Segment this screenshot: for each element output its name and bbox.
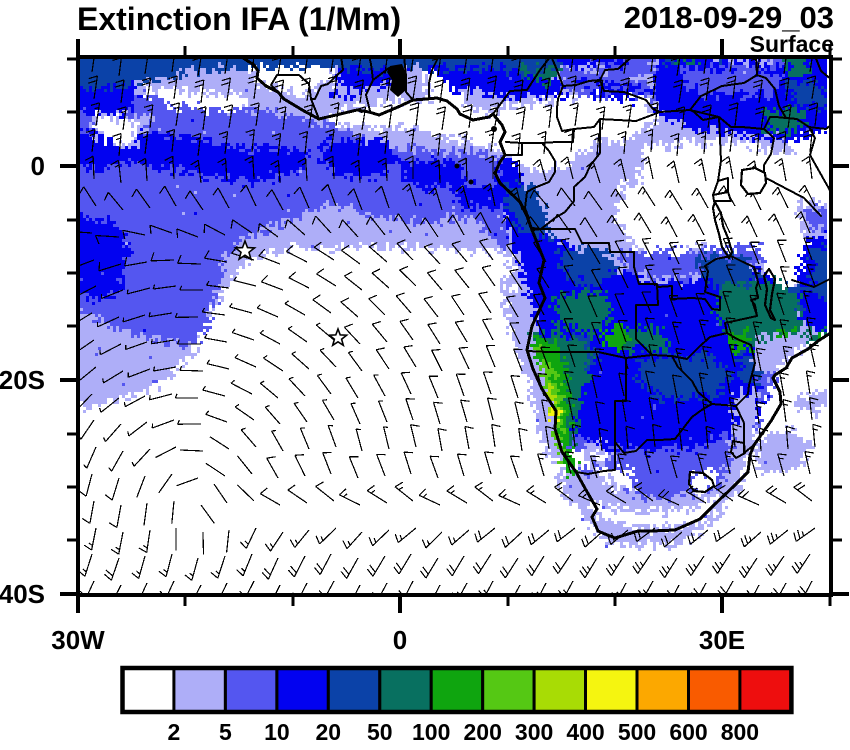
svg-text:20: 20 [316, 719, 342, 745]
svg-text:0: 0 [31, 151, 45, 181]
svg-text:100: 100 [412, 719, 450, 745]
svg-text:0: 0 [393, 625, 407, 655]
svg-text:40S: 40S [0, 579, 45, 609]
svg-text:400: 400 [566, 719, 604, 745]
svg-text:Extinction IFA (1/Mm): Extinction IFA (1/Mm) [77, 1, 401, 37]
svg-text:30E: 30E [699, 625, 745, 655]
svg-text:30W: 30W [51, 625, 105, 655]
svg-text:600: 600 [669, 719, 707, 745]
svg-text:50: 50 [367, 719, 393, 745]
svg-text:20S: 20S [0, 365, 45, 395]
svg-text:5: 5 [219, 719, 232, 745]
svg-text:Surface: Surface [750, 31, 834, 57]
svg-text:10: 10 [264, 719, 290, 745]
svg-text:2018-09-29_03: 2018-09-29_03 [624, 0, 834, 35]
svg-text:300: 300 [515, 719, 553, 745]
svg-text:200: 200 [464, 719, 502, 745]
svg-text:2: 2 [168, 719, 181, 745]
svg-text:800: 800 [721, 719, 759, 745]
svg-text:500: 500 [618, 719, 656, 745]
